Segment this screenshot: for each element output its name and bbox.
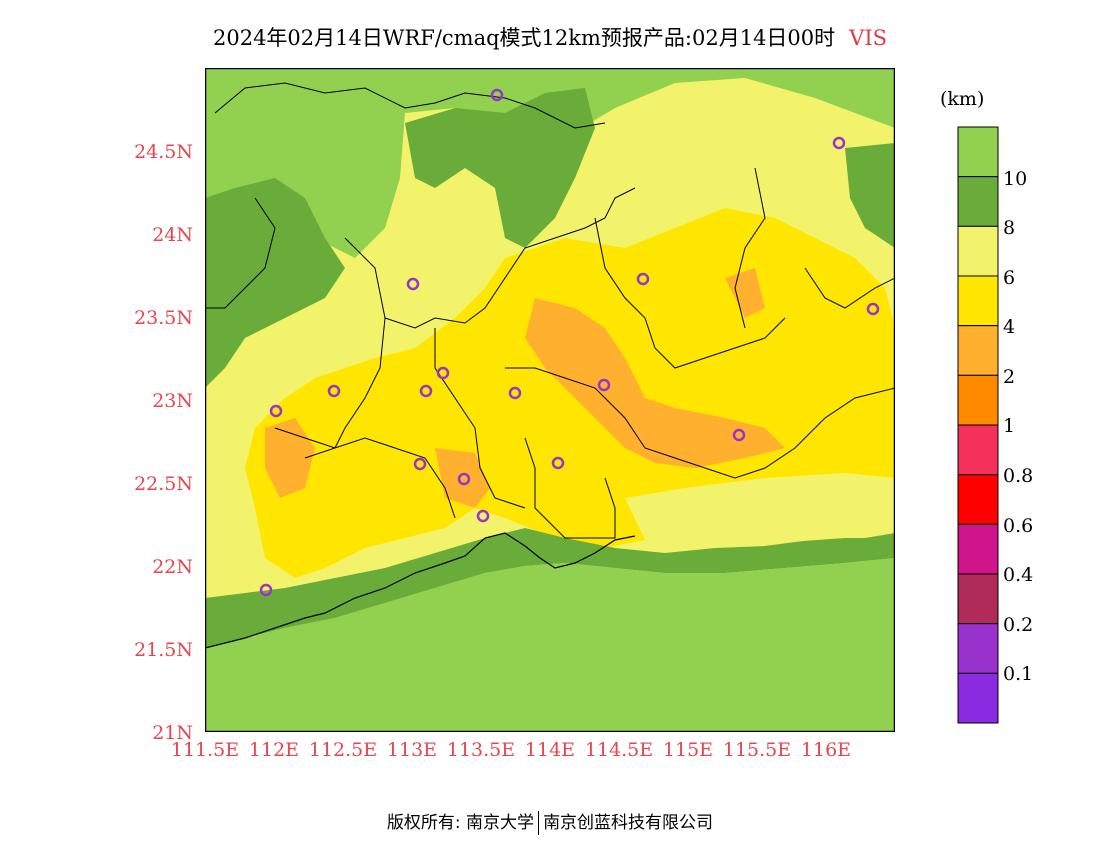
title-variable: VIS [849, 26, 888, 50]
y-tick-label: 21.5N [134, 639, 193, 661]
station-marker [866, 302, 880, 316]
colorbar-band [957, 126, 999, 178]
sea [205, 558, 895, 732]
x-tick-label: 114.5E [584, 739, 654, 761]
title-main: 2024年02月14日WRF/cmaq模式12km预报产品:02月14日00时 [212, 26, 836, 50]
colorbar-band [957, 225, 999, 277]
boundaries [205, 82, 895, 539]
colorbar-label: 6 [1003, 267, 1016, 289]
station-marker [436, 366, 450, 380]
y-tick-label: 24N [152, 224, 193, 246]
x-tick-label: 115.5E [722, 739, 792, 761]
colorbar-band [957, 573, 999, 625]
colorbar-label: 0.4 [1003, 564, 1034, 586]
light-yellow-east [625, 473, 895, 546]
light-green-nw [255, 78, 375, 188]
station-marker [490, 88, 504, 102]
colorbar-label: 4 [1003, 316, 1016, 338]
dark-green-west [205, 178, 345, 388]
colorbar-band [957, 623, 999, 674]
x-tick-label: 111.5E [170, 739, 240, 761]
y-tick-label: 22N [152, 556, 193, 578]
y-tick-label: 23N [152, 390, 193, 412]
colorbar-label: 0.1 [1003, 663, 1034, 685]
colorbar-band [957, 374, 999, 426]
footer-divider [538, 811, 540, 835]
orange-core [525, 298, 785, 468]
station-marker [419, 384, 433, 398]
x-tick-label: 116E [800, 739, 852, 761]
light-green-north [205, 68, 895, 258]
station-marker [636, 272, 650, 286]
colorbar-label: 8 [1003, 217, 1016, 239]
chart-title: 2024年02月14日WRF/cmaq模式12km预报产品:02月14日00时 V… [0, 22, 1100, 52]
dark-green-coast [205, 528, 895, 648]
colorbar-label: 1 [1003, 415, 1016, 437]
colorbar-band [957, 325, 999, 376]
colorbar-band [957, 424, 999, 476]
station-marker [327, 384, 341, 398]
visibility-map [205, 68, 895, 732]
stations [259, 88, 880, 597]
station-marker [597, 378, 611, 392]
station-marker [269, 404, 283, 418]
dark-green-north [405, 88, 595, 248]
station-marker [413, 457, 427, 471]
colorbar-label: 10 [1003, 168, 1028, 190]
x-tick-label: 113.5E [446, 739, 516, 761]
colorbar-unit: (km) [940, 88, 985, 110]
x-tick-label: 114E [524, 739, 576, 761]
colorbar-band [957, 176, 999, 227]
station-marker [732, 428, 746, 442]
station-marker [457, 472, 471, 486]
colorbar-band [957, 474, 999, 525]
colorbar-label: 0.8 [1003, 465, 1034, 487]
station-marker [832, 136, 846, 150]
y-tick-label: 24.5N [134, 141, 193, 163]
x-tick-label: 112E [248, 739, 300, 761]
x-tick-label: 115E [662, 739, 714, 761]
footer: 版权所有: 南京大学 南京创蓝科技有限公司 [0, 808, 1100, 835]
colorbar-band [957, 275, 999, 327]
colorbar-band [957, 523, 999, 575]
colorbar-label: 2 [1003, 366, 1016, 388]
y-tick-label: 21N [152, 722, 193, 744]
station-marker [551, 456, 565, 470]
x-tick-label: 112.5E [308, 739, 378, 761]
station-marker [508, 386, 522, 400]
colorbar-label: 0.2 [1003, 614, 1034, 636]
colorbar-label: 0.6 [1003, 515, 1034, 537]
station-marker [406, 277, 420, 291]
dark-green-ne [845, 143, 895, 248]
orange-west [265, 418, 315, 498]
orange-east [725, 268, 765, 318]
y-tick-label: 23.5N [134, 307, 193, 329]
station-marker [476, 509, 490, 523]
coastline [205, 532, 636, 649]
station-marker [259, 583, 273, 597]
footer-company: 南京创蓝科技有限公司 [543, 813, 714, 833]
map-frame [205, 68, 895, 732]
footer-copyright: 版权所有: 南京大学 [386, 813, 535, 833]
colorbar-band [957, 672, 999, 724]
colorbar [957, 126, 999, 724]
x-tick-label: 113E [386, 739, 438, 761]
orange-south [435, 448, 490, 508]
y-tick-label: 22.5N [134, 473, 193, 495]
